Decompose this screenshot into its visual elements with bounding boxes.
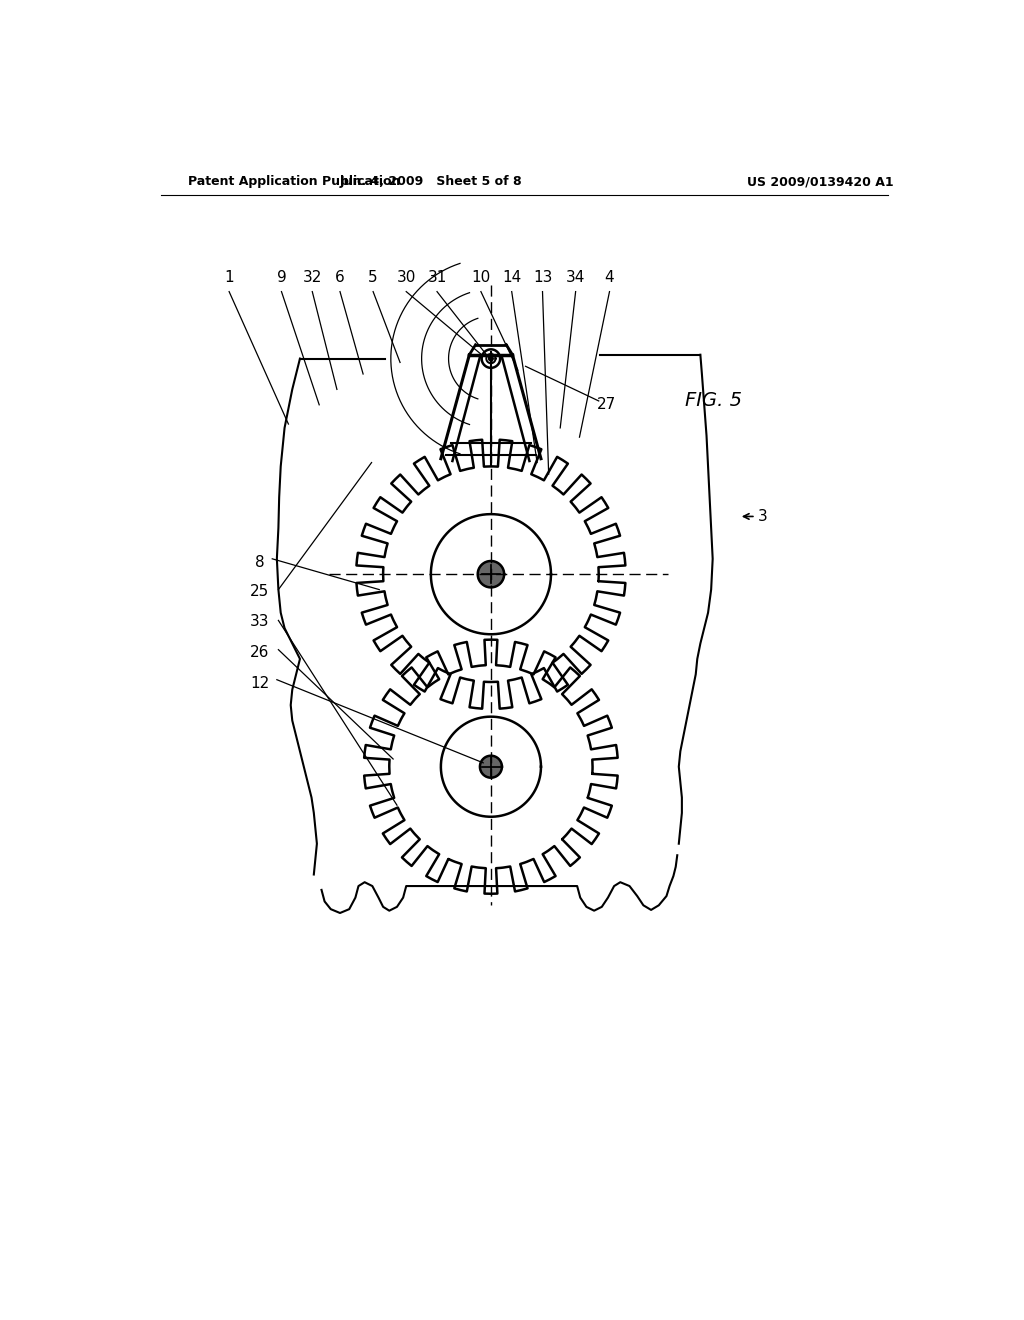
Polygon shape (480, 755, 502, 777)
Text: 3: 3 (758, 510, 768, 524)
Text: 14: 14 (502, 271, 521, 285)
Text: 13: 13 (532, 271, 552, 285)
Text: 12: 12 (250, 676, 269, 692)
Text: 32: 32 (303, 271, 322, 285)
Text: 1: 1 (224, 271, 233, 285)
Text: 27: 27 (597, 397, 616, 412)
Text: 6: 6 (335, 271, 345, 285)
Text: 26: 26 (250, 645, 269, 660)
Text: 4: 4 (605, 271, 614, 285)
Text: 25: 25 (250, 585, 269, 599)
Text: 31: 31 (427, 271, 446, 285)
Text: FIG. 5: FIG. 5 (685, 392, 742, 411)
Text: Patent Application Publication: Patent Application Publication (188, 176, 400, 187)
Text: 33: 33 (250, 614, 269, 630)
Text: 34: 34 (566, 271, 586, 285)
Text: 10: 10 (471, 271, 490, 285)
Text: 5: 5 (369, 271, 378, 285)
Text: 8: 8 (255, 556, 265, 570)
Polygon shape (478, 561, 504, 587)
Text: US 2009/0139420 A1: US 2009/0139420 A1 (746, 176, 893, 187)
Text: Jun. 4, 2009   Sheet 5 of 8: Jun. 4, 2009 Sheet 5 of 8 (340, 176, 522, 187)
Polygon shape (488, 356, 494, 360)
Text: 30: 30 (396, 271, 416, 285)
Text: 9: 9 (276, 271, 287, 285)
